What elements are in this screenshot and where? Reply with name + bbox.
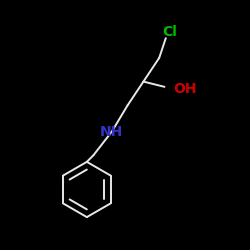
Text: OH: OH <box>174 82 197 96</box>
Text: Cl: Cl <box>162 24 177 38</box>
Text: NH: NH <box>100 124 124 138</box>
